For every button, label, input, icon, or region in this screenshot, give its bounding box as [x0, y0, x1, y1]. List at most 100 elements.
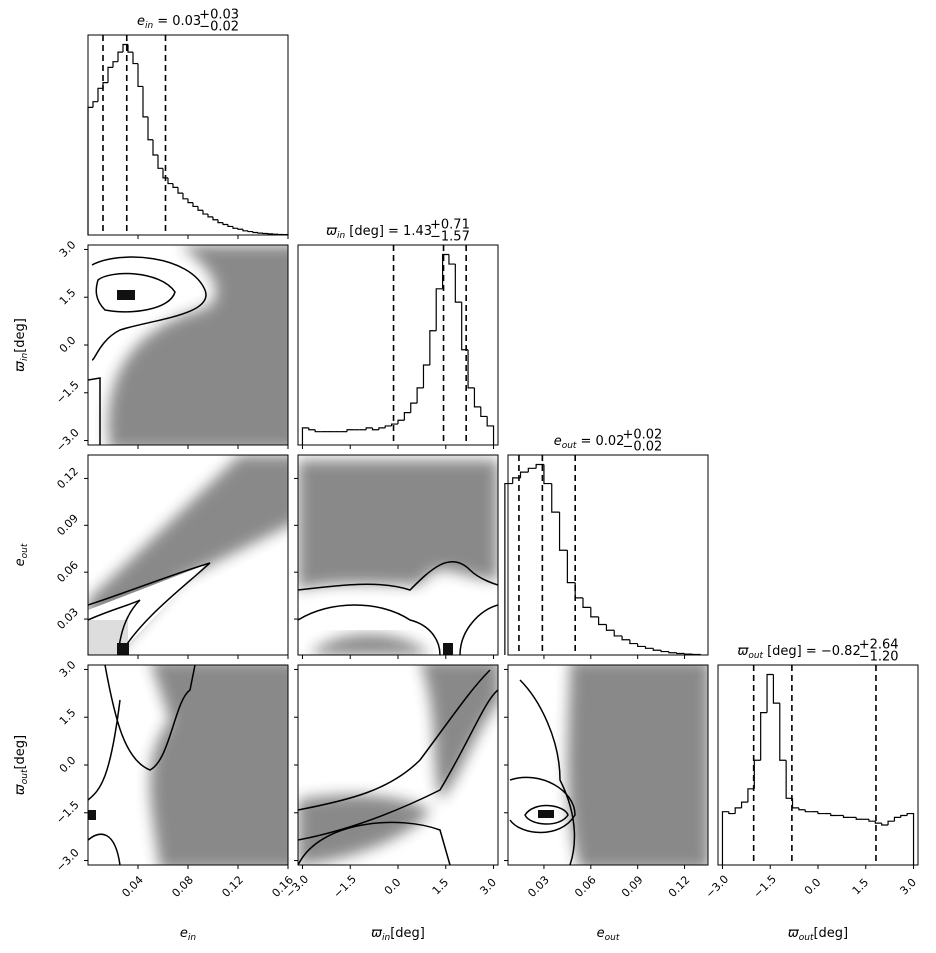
histogram-step [410, 402, 418, 413]
y-tick-label: 1.5 [57, 706, 79, 728]
histogram-step [365, 427, 373, 430]
scatter-cloud [108, 245, 288, 445]
x-tick-label: 0.08 [169, 873, 196, 900]
x-tick-label: 1.5 [430, 876, 452, 898]
histogram-step [660, 650, 669, 653]
x-tick-label: 3.0 [477, 876, 499, 898]
histogram-step [747, 788, 755, 803]
axes-frame [507, 664, 709, 866]
histogram-step [207, 214, 213, 218]
subscript: out [20, 769, 30, 784]
subscript: out [605, 933, 620, 943]
x-tick-label: −1.5 [751, 873, 779, 901]
subscript: in [337, 231, 346, 241]
histogram-step [112, 61, 118, 68]
axes-frame [507, 454, 709, 656]
y-axis-label: ϖin[deg] [13, 318, 30, 372]
histogram-step [734, 807, 742, 814]
histogram-step [127, 44, 133, 53]
x-tick-label: 0.04 [119, 873, 146, 900]
subscript: in [382, 933, 391, 943]
density-core [443, 643, 453, 655]
scatter-cloud [150, 665, 288, 865]
title-upper-error: +0.02 [622, 428, 662, 443]
y-tick-label: −1.5 [54, 378, 82, 406]
histogram-step [543, 464, 552, 485]
axes-frame [87, 34, 289, 236]
y-tick-label: 3.0 [57, 658, 79, 680]
histogram-step [590, 607, 599, 618]
x-axis-label: eout [597, 926, 620, 943]
subscript: out [799, 933, 814, 943]
axes-frame [87, 664, 289, 866]
histogram-step [874, 821, 882, 824]
histogram-step [346, 429, 354, 432]
histogram-step [830, 813, 838, 817]
histogram-step [467, 349, 475, 389]
histogram-step [252, 231, 258, 234]
histogram-step [900, 814, 908, 818]
histogram-step [384, 425, 392, 428]
histogram-step [301, 427, 309, 445]
histogram-step [227, 224, 233, 228]
histogram-step [117, 51, 123, 62]
contour [298, 669, 491, 811]
subscript: out [20, 543, 30, 558]
contour [88, 562, 211, 655]
histogram-step [637, 643, 646, 648]
x-axis-label: ein [180, 926, 197, 943]
histogram-step [566, 550, 576, 584]
histogram-step [192, 202, 198, 208]
x-tick-label: 0.12 [219, 873, 246, 900]
x-tick-label: 0.0 [382, 876, 404, 898]
contour [298, 560, 498, 591]
density-panel [88, 455, 288, 655]
x-tick-label: 0.09 [619, 873, 646, 900]
histogram-step [519, 471, 529, 478]
histogram-step [371, 427, 379, 431]
y-tick-label: 0.12 [54, 465, 81, 492]
histogram-step [172, 183, 178, 188]
histogram-step [683, 653, 693, 655]
scatter-cloud [567, 665, 708, 865]
histogram-step [817, 811, 825, 815]
histogram-step [257, 232, 263, 234]
histogram-step [308, 427, 316, 431]
histogram-step [535, 463, 544, 469]
panel-title: ϖin [deg] = 1.43 [326, 224, 432, 241]
y-axis-label: eout [13, 543, 30, 566]
symbol: ϖ [371, 926, 383, 941]
histogram-step [314, 429, 322, 433]
contour [104, 665, 196, 771]
histogram-step [613, 630, 623, 637]
contour [524, 804, 569, 825]
histogram-step [721, 811, 729, 865]
subscript: in [188, 933, 197, 943]
histogram-step [157, 155, 163, 169]
title-lower-error: −0.02 [199, 20, 239, 35]
histogram-step [162, 168, 168, 179]
histogram-step [87, 106, 93, 235]
y-tick-label: 0.09 [54, 512, 81, 539]
density-core [88, 810, 96, 820]
symbol: ϖ [788, 926, 800, 941]
x-axis-label: ϖin[deg] [371, 926, 425, 943]
title-lower-error: −1.20 [859, 650, 899, 665]
density-panel [298, 460, 498, 655]
symbol: e [180, 926, 188, 941]
density-core [538, 810, 554, 818]
histogram-step [598, 616, 607, 626]
histogram-step [760, 712, 768, 761]
histogram-step [551, 483, 560, 513]
symbol: e [597, 926, 605, 941]
label-text: [deg] [13, 735, 28, 770]
label-text: [deg] = 1.43 [349, 224, 432, 239]
scatter-cloud [421, 665, 498, 800]
title-lower-error: −1.57 [430, 230, 470, 245]
histogram-step [728, 811, 736, 815]
histogram-step [232, 226, 238, 229]
x-tick-label: −3.0 [703, 873, 731, 901]
histogram-step [107, 66, 113, 83]
contour [88, 699, 121, 801]
density-panel [509, 665, 708, 865]
